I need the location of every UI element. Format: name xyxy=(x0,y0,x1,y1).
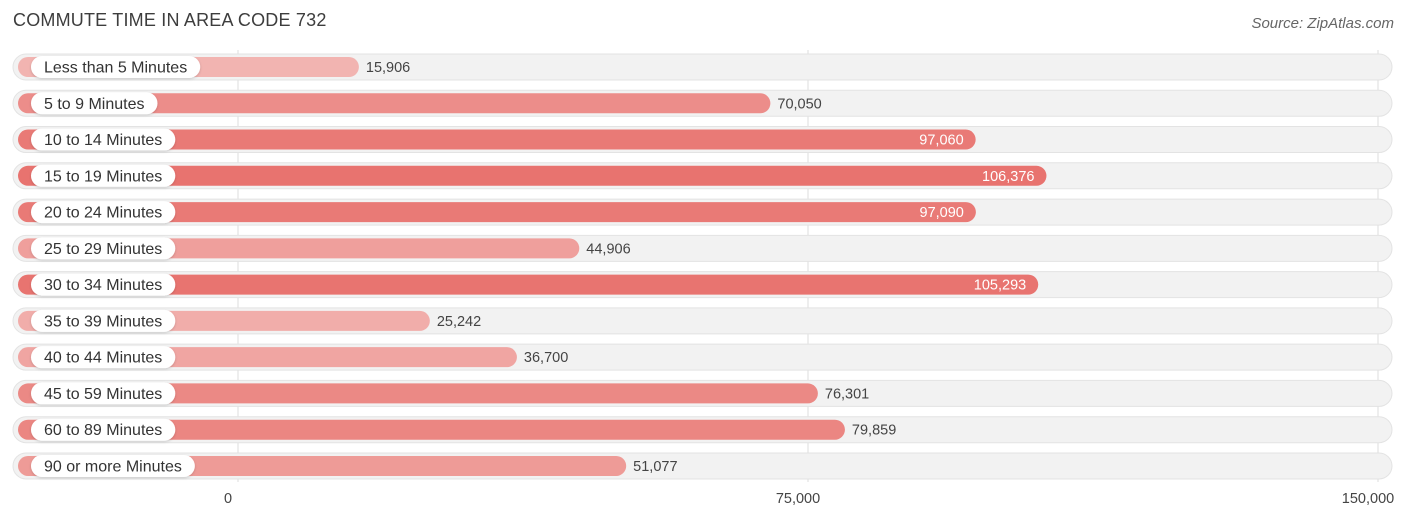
category-pill xyxy=(31,273,176,296)
x-tick-label: 150,000 xyxy=(1342,491,1394,507)
category-label: 60 to 89 Minutes xyxy=(44,422,162,439)
value-label: 79,859 xyxy=(852,423,896,439)
value-label: 70,050 xyxy=(777,96,821,112)
category-label: 25 to 29 Minutes xyxy=(44,241,162,258)
bar xyxy=(18,383,818,404)
value-label: 15,906 xyxy=(366,60,410,76)
category-pill xyxy=(31,309,176,332)
category-label: 35 to 39 Minutes xyxy=(44,313,162,330)
value-label: 25,242 xyxy=(437,314,481,330)
x-axis-ticks: 0 75,000 150,000 xyxy=(224,491,1394,507)
grid-lines xyxy=(237,50,1379,482)
value-label: 76,301 xyxy=(825,386,869,402)
category-label: 30 to 34 Minutes xyxy=(44,277,162,294)
category-label: 20 to 24 Minutes xyxy=(44,205,162,222)
bar-row: Less than 5 Minutes 15,906 xyxy=(12,53,1393,81)
category-pill xyxy=(31,237,176,260)
bar-row: 5 to 9 Minutes 70,050 xyxy=(12,89,1393,117)
bar-row: 35 to 39 Minutes 25,242 xyxy=(12,307,1393,335)
value-label: 97,090 xyxy=(920,205,964,221)
bar-row: 40 to 44 Minutes 36,700 xyxy=(12,343,1393,371)
bar-row: 10 to 14 Minutes 97,060 xyxy=(12,126,1393,154)
bar xyxy=(18,419,845,440)
value-label: 36,700 xyxy=(524,350,568,366)
source-credit: Source: ZipAtlas.com xyxy=(1251,15,1394,32)
bar xyxy=(18,202,976,223)
bar xyxy=(18,274,1039,295)
category-label: 40 to 44 Minutes xyxy=(44,350,162,367)
value-label: 97,060 xyxy=(919,133,963,149)
category-pill xyxy=(31,56,201,78)
category-label: 15 to 19 Minutes xyxy=(44,168,162,185)
bar xyxy=(18,165,1047,186)
category-pill xyxy=(31,418,176,441)
category-label: 45 to 59 Minutes xyxy=(44,386,162,403)
category-pill xyxy=(31,164,176,187)
category-label: Less than 5 Minutes xyxy=(44,60,187,77)
category-label: 5 to 9 Minutes xyxy=(44,96,145,113)
bar-row: 20 to 24 Minutes 97,090 xyxy=(12,198,1393,226)
bar-row: 90 or more Minutes 51,077 xyxy=(12,452,1393,480)
chart-title: COMMUTE TIME IN AREA CODE 732 xyxy=(13,10,327,30)
bar-row: 15 to 19 Minutes 106,376 xyxy=(12,162,1393,190)
bar-row: 25 to 29 Minutes 44,906 xyxy=(12,234,1393,262)
value-label: 105,293 xyxy=(974,278,1026,294)
category-label: 90 or more Minutes xyxy=(44,458,182,475)
category-pill xyxy=(31,454,195,477)
category-label: 10 to 14 Minutes xyxy=(44,132,162,149)
bar xyxy=(18,93,771,114)
category-pill xyxy=(31,382,176,405)
bar-track xyxy=(12,53,1393,81)
value-label: 44,906 xyxy=(586,241,630,257)
category-pill xyxy=(31,92,158,115)
bar-row: 45 to 59 Minutes 76,301 xyxy=(12,379,1393,407)
bar-row: 30 to 34 Minutes 105,293 xyxy=(12,271,1393,299)
category-pill xyxy=(31,201,176,224)
value-label: 106,376 xyxy=(982,169,1034,185)
bar-rows: Less than 5 Minutes 15,906 5 to 9 Minutes 7… xyxy=(12,53,1393,480)
x-tick-label: 0 xyxy=(224,491,232,507)
value-label: 51,077 xyxy=(633,459,677,475)
bar xyxy=(18,129,976,150)
category-pill xyxy=(31,128,176,151)
bar-row: 60 to 89 Minutes 79,859 xyxy=(12,416,1393,444)
x-tick-label: 75,000 xyxy=(776,491,820,507)
category-pill xyxy=(31,346,176,369)
